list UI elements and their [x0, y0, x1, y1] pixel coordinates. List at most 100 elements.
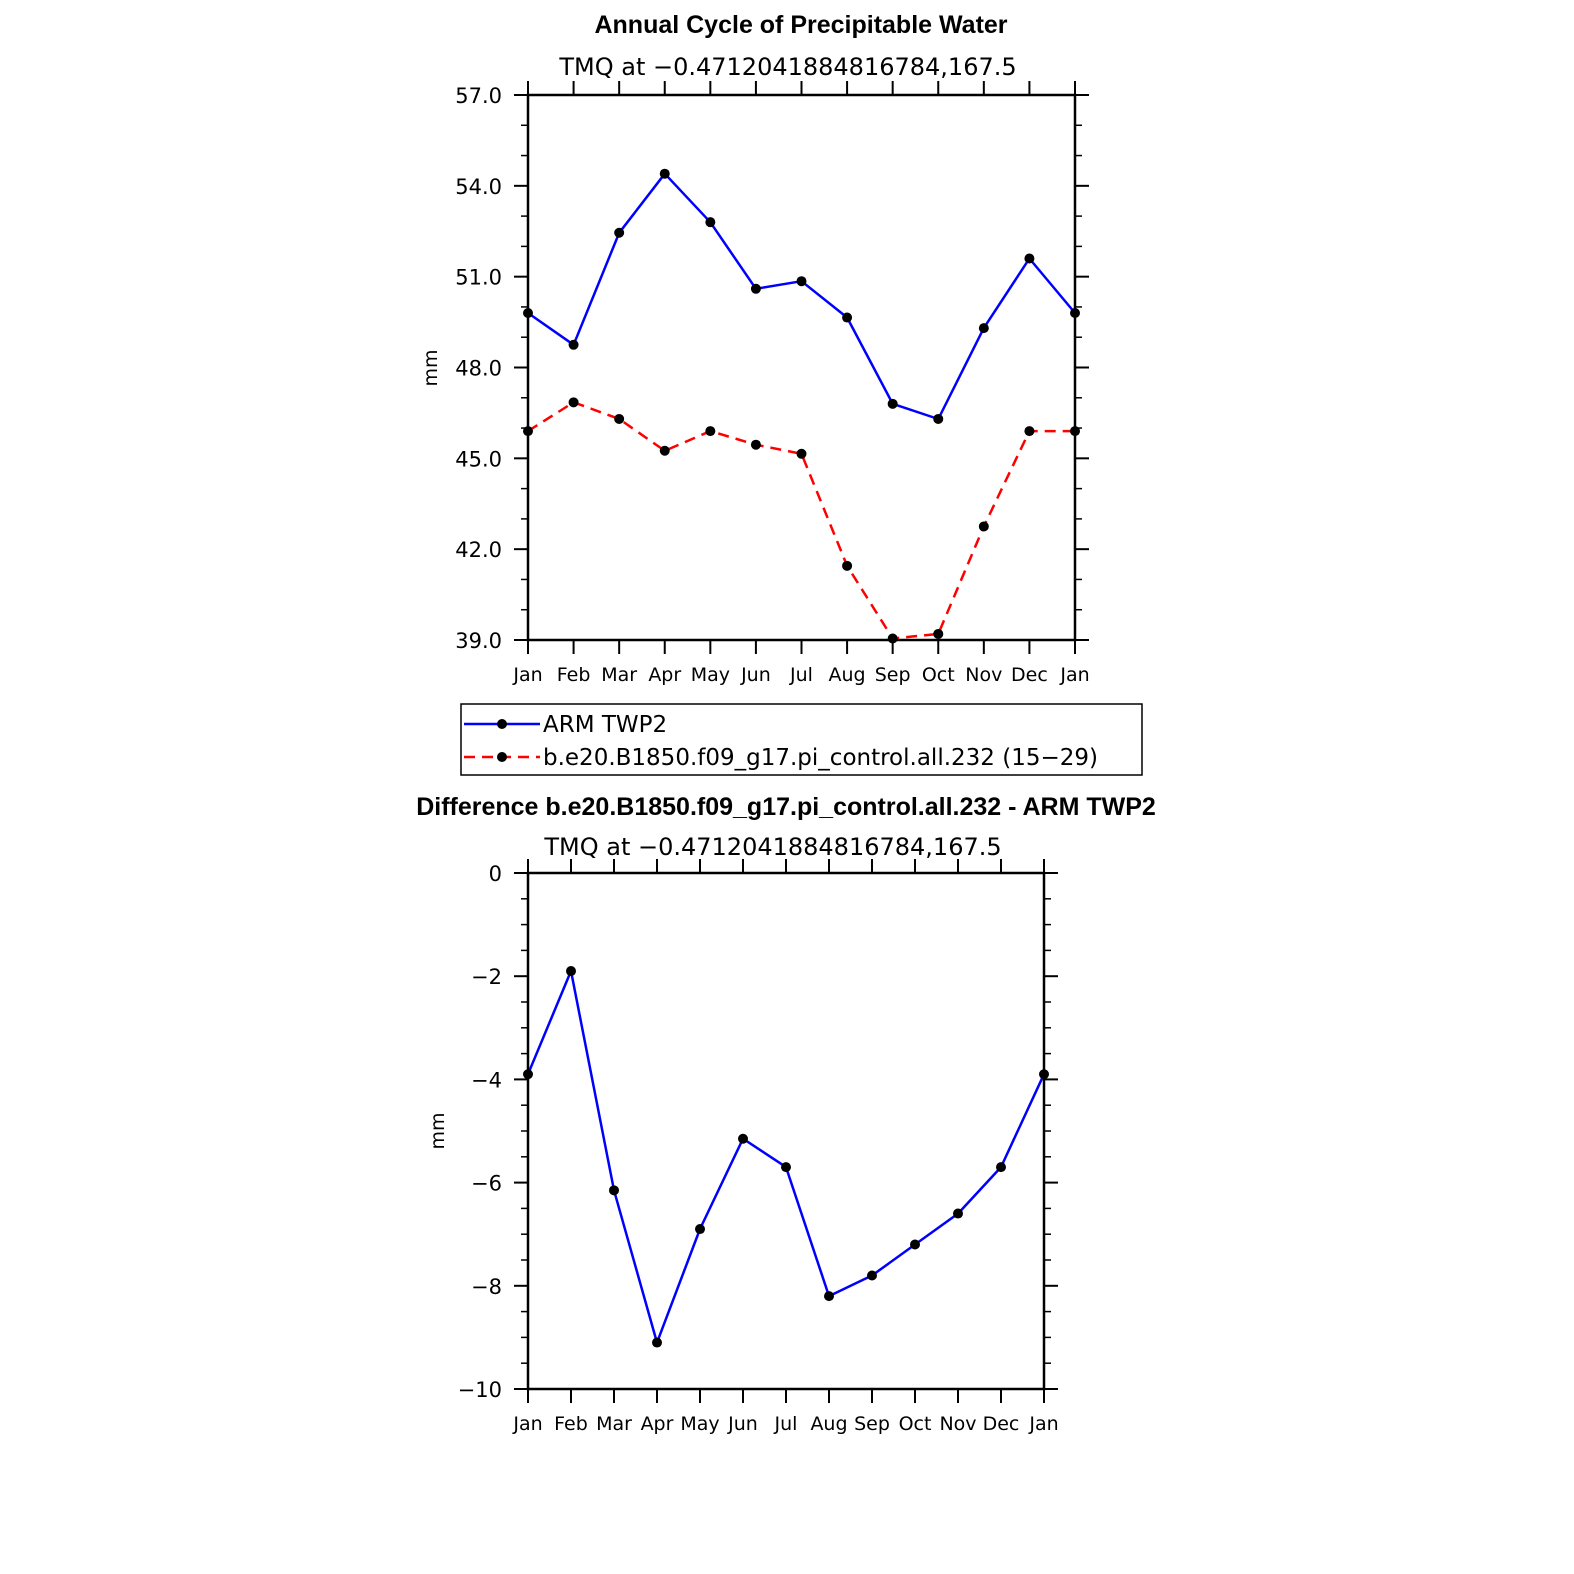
x-tick-label: Sep: [875, 664, 911, 686]
data-point: [614, 413, 625, 424]
data-point: [887, 398, 898, 409]
legend-marker-model: [497, 752, 507, 762]
legend-box: [460, 703, 1143, 776]
plot-border: [526, 93, 1077, 642]
data-point: [652, 1337, 662, 1348]
data-point: [523, 308, 533, 318]
y-tick-label: 0: [489, 862, 502, 886]
y-tick-label: 48.0: [455, 357, 502, 381]
difference-chart: Difference b.e20.B1850.f09_g17.pi_contro…: [416, 793, 1156, 1435]
x-tick-label: Oct: [899, 1413, 932, 1435]
data-point: [781, 1162, 791, 1173]
x-tick-label: Apr: [648, 664, 681, 686]
plot-frame: 39.0 42.0 45.0 48.0 51.0 54.0 57.0 Jan Feb Mar Apr…: [455, 81, 1090, 686]
y-tick-label: 57.0: [455, 84, 502, 108]
data-point: [614, 227, 625, 238]
x-tick-label: Jan: [1059, 664, 1089, 686]
data-point: [910, 1239, 920, 1250]
x-tick-label: Jun: [727, 1413, 758, 1435]
series-markers: [523, 168, 1080, 644]
y-axis-label: mm: [420, 349, 442, 386]
y-tick-label: 51.0: [455, 266, 502, 290]
chart-subtitle: TMQ at −0.4712041884816784,167.5: [543, 833, 1001, 861]
series-line-0: [527, 172, 1076, 421]
series-line-0: [526, 969, 1046, 1344]
y-tick-label: −2: [471, 965, 502, 989]
x-tick-label: Jun: [740, 664, 771, 686]
chart-title: Difference b.e20.B1850.f09_g17.pi_contro…: [416, 793, 1156, 821]
data-point: [1070, 426, 1080, 437]
data-point: [953, 1208, 963, 1219]
plot-frame: −10 −8 −6 −4 −2 0 Jan Feb Mar Apr May Jun Jul Aug Sep O…: [458, 859, 1059, 1435]
data-point: [705, 217, 716, 228]
data-point: [659, 168, 670, 179]
data-point: [796, 276, 807, 287]
data-point: [566, 966, 576, 977]
data-point: [796, 448, 807, 459]
x-tick-label: Dec: [983, 1413, 1020, 1435]
legend-label-arm: ARM TWP2: [543, 712, 667, 738]
data-point: [695, 1224, 705, 1235]
x-tick-label: Jan: [512, 664, 542, 686]
x-tick-label: Oct: [922, 664, 955, 686]
data-point: [887, 633, 898, 644]
data-point: [750, 439, 761, 450]
x-tick-label: Feb: [557, 664, 591, 686]
x-tick-label: Jan: [512, 1413, 542, 1435]
x-tick-label: Aug: [810, 1413, 847, 1435]
x-tick-label: Nov: [939, 1413, 976, 1435]
y-tick-label: 45.0: [455, 447, 502, 471]
x-tick-label: Nov: [965, 664, 1002, 686]
y-tick-label: −6: [471, 1172, 502, 1196]
x-tick-label: Mar: [601, 664, 637, 686]
series-lines: [527, 172, 1076, 640]
data-point: [750, 283, 761, 294]
data-point: [523, 1069, 533, 1080]
data-point: [1024, 426, 1035, 437]
legend-label-model: b.e20.B1850.f09_g17.pi_control.all.232 (…: [543, 745, 1098, 771]
x-tick-label: Jul: [774, 1413, 798, 1435]
data-point: [824, 1291, 834, 1302]
data-point: [1070, 308, 1080, 318]
x-tick-label: May: [680, 1413, 719, 1435]
x-tick-label: Jul: [789, 664, 813, 686]
data-point: [842, 560, 853, 571]
data-point: [568, 339, 579, 350]
x-tick-label: Mar: [596, 1413, 632, 1435]
data-point: [933, 628, 944, 639]
data-point: [978, 521, 989, 532]
data-point: [609, 1185, 619, 1196]
x-tick-label: May: [691, 664, 730, 686]
data-point: [1039, 1069, 1049, 1080]
x-tick-label: Dec: [1011, 664, 1048, 686]
data-point: [1024, 253, 1035, 264]
chart-title: Annual Cycle of Precipitable Water: [594, 11, 1007, 39]
data-point: [933, 413, 944, 424]
data-point: [568, 397, 579, 408]
series-lines: [526, 969, 1046, 1344]
y-tick-label: −4: [471, 1068, 502, 1092]
y-tick-label: −8: [471, 1275, 502, 1299]
legend-marker-arm: [497, 719, 507, 729]
x-tick-label: Sep: [854, 1413, 890, 1435]
x-tick-label: Apr: [641, 1413, 674, 1435]
y-tick-label: 54.0: [455, 175, 502, 199]
y-tick-label: −10: [458, 1378, 502, 1402]
x-tick-label: Feb: [554, 1413, 588, 1435]
data-point: [659, 445, 670, 456]
y-axis-label: mm: [427, 1112, 449, 1149]
data-point: [867, 1270, 877, 1281]
x-tick-label: Aug: [829, 664, 866, 686]
chart-subtitle: TMQ at −0.4712041884816784,167.5: [558, 53, 1016, 81]
data-point: [523, 426, 533, 437]
data-point: [738, 1133, 748, 1144]
data-point: [705, 426, 716, 437]
data-point: [996, 1162, 1006, 1173]
legend: ARM TWP2 b.e20.B1850.f09_g17.pi_control.…: [460, 703, 1143, 776]
x-tick-label: Jan: [1028, 1413, 1058, 1435]
series-line-1: [527, 401, 1075, 640]
data-point: [978, 323, 989, 334]
annual-cycle-chart: Annual Cycle of Precipitable Water TMQ a…: [420, 11, 1090, 686]
y-tick-label: 42.0: [455, 538, 502, 562]
